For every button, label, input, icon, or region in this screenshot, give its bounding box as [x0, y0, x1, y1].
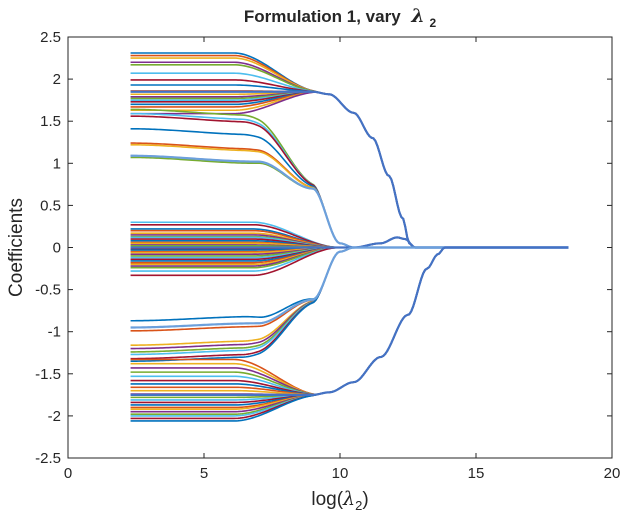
series-line	[130, 112, 569, 249]
series-line	[130, 246, 569, 399]
y-tick-label: -1.5	[35, 366, 61, 383]
y-tick-label: 2	[53, 71, 61, 88]
y-tick-label: 1.5	[40, 113, 61, 130]
y-tick-label: 0	[53, 240, 61, 257]
x-tick-label: 5	[200, 465, 208, 482]
x-axis-label-prefix: log(	[311, 489, 343, 510]
y-tick-label: -2	[48, 408, 61, 425]
series-line	[130, 61, 569, 249]
series-line	[130, 84, 569, 249]
y-tick-label: 1	[53, 155, 61, 172]
chart-title-text: Formulation 1, vary	[244, 7, 401, 26]
series-line	[130, 57, 569, 249]
y-axis-label: Coefficients	[6, 198, 27, 297]
y-tick-label: 2.5	[40, 29, 61, 46]
x-axis-label-suffix: )	[362, 489, 368, 510]
chart-title: Formulation 1, vary λ 2	[244, 5, 437, 30]
y-tick-label: -2.5	[35, 450, 61, 467]
chart-title-subscript: 2	[429, 16, 436, 30]
series-line	[130, 246, 569, 356]
dominant-series-line	[130, 246, 569, 396]
ticks-layer: 0 5 10 15 20 2.5 2 1.5 1 0.5 0 -0.5 -1 -1.5 -2 -2.5	[35, 29, 620, 482]
x-tick-label: 10	[332, 465, 349, 482]
y-tick-label: -1	[48, 324, 61, 341]
x-tick-label: 20	[604, 465, 621, 482]
x-axis-label-symbol: λ	[342, 488, 355, 510]
x-axis-label: log(λ2)	[311, 488, 368, 513]
series-line	[130, 115, 569, 249]
series-line	[130, 246, 569, 416]
series-line	[130, 246, 569, 322]
series-line	[130, 246, 569, 396]
series-line	[130, 108, 569, 249]
x-tick-label: 0	[64, 465, 72, 482]
series-line	[130, 246, 569, 420]
y-tick-label: 0.5	[40, 197, 61, 214]
series-layer	[130, 52, 569, 422]
x-axis-label-subscript: 2	[355, 498, 362, 513]
series-line	[130, 52, 569, 249]
y-tick-label: -0.5	[35, 282, 61, 299]
chart-title-symbol: λ	[410, 5, 424, 27]
x-tick-label: 15	[468, 465, 485, 482]
